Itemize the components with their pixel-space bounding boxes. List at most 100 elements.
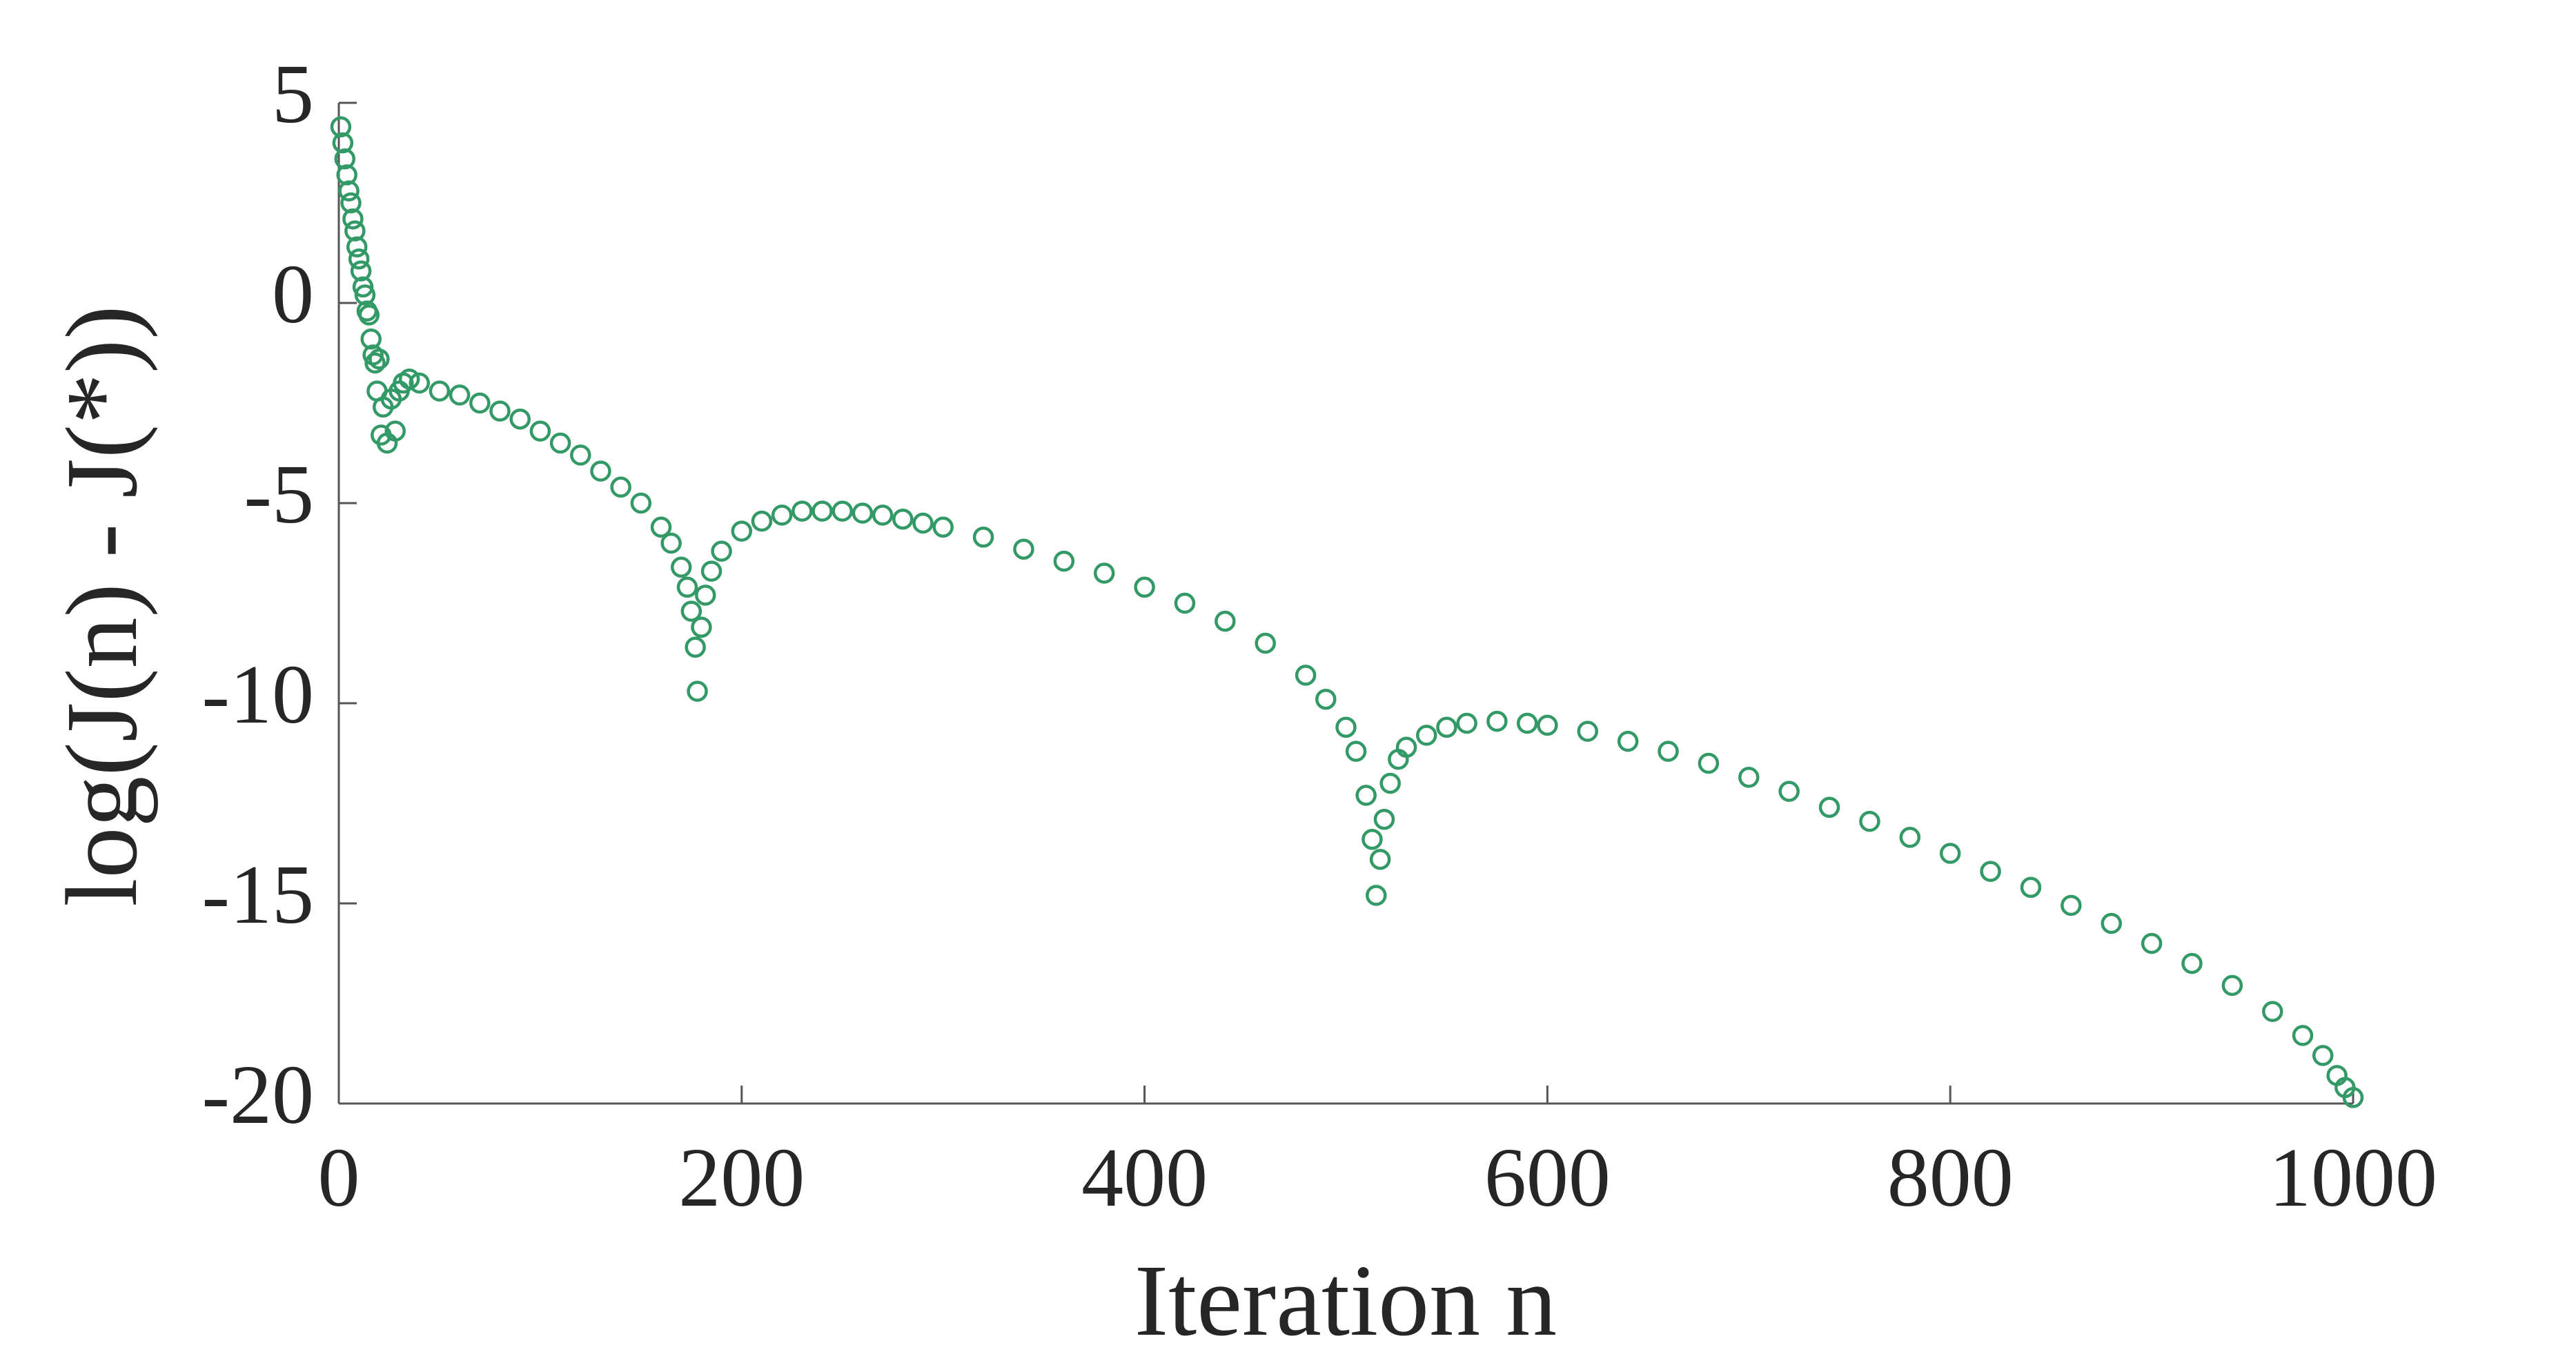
- point: [832, 500, 853, 522]
- point: [360, 328, 382, 350]
- point: [680, 600, 702, 622]
- point: [1939, 843, 1961, 864]
- point: [2141, 932, 2163, 954]
- point: [1366, 885, 1387, 906]
- point: [549, 432, 571, 454]
- x-axis-label: Iteration n: [1134, 1244, 1557, 1358]
- point: [2181, 952, 2203, 974]
- point: [650, 516, 672, 538]
- point: [570, 444, 591, 466]
- point: [731, 520, 753, 542]
- point: [1093, 562, 1115, 584]
- point: [350, 260, 372, 282]
- point: [1456, 712, 1477, 734]
- point: [687, 680, 708, 702]
- point: [1361, 828, 1383, 850]
- point: [1778, 781, 1800, 802]
- point: [1395, 736, 1417, 758]
- point: [1818, 796, 1840, 819]
- point: [346, 236, 368, 258]
- point: [342, 208, 364, 230]
- point: [354, 284, 376, 306]
- point: [358, 304, 380, 326]
- y-axis-label: log(J(n) - J(*)): [46, 305, 159, 906]
- point: [872, 504, 894, 526]
- point: [332, 132, 354, 154]
- point: [1373, 808, 1395, 830]
- x-tick-label: 600: [1484, 1131, 1611, 1224]
- point: [852, 502, 874, 524]
- point: [1516, 712, 1538, 734]
- y-tick-label: -20: [201, 1048, 314, 1141]
- point: [2342, 1087, 2364, 1108]
- point: [676, 576, 698, 598]
- point: [364, 352, 386, 374]
- point: [368, 348, 390, 370]
- point: [1899, 827, 1921, 848]
- point: [2061, 894, 2082, 917]
- point: [792, 500, 813, 522]
- point: [812, 500, 833, 522]
- x-tick-label: 800: [1887, 1131, 2014, 1224]
- point: [429, 380, 451, 402]
- point: [972, 527, 994, 548]
- point: [1617, 730, 1639, 752]
- point: [1215, 610, 1236, 632]
- point: [398, 368, 420, 390]
- y-tick-label: 0: [272, 248, 314, 341]
- point: [2020, 876, 2042, 899]
- point: [1658, 741, 1679, 762]
- point: [338, 180, 360, 202]
- point: [1537, 714, 1558, 736]
- y-tick-label: 5: [272, 48, 314, 141]
- point: [1369, 848, 1391, 870]
- point: [1335, 716, 1357, 738]
- point: [2221, 974, 2243, 997]
- point: [1379, 772, 1401, 794]
- point: [1174, 592, 1196, 614]
- point: [1698, 752, 1720, 774]
- point: [700, 560, 722, 582]
- point: [1315, 688, 1337, 710]
- point: [1134, 576, 1155, 598]
- point: [912, 512, 934, 534]
- point: [751, 510, 773, 532]
- point: [409, 372, 431, 394]
- point: [695, 585, 716, 606]
- point: [1577, 721, 1599, 742]
- y-tick-label: -15: [201, 848, 314, 941]
- point: [2261, 1001, 2283, 1022]
- point: [1738, 767, 1760, 788]
- point: [336, 164, 357, 186]
- point: [509, 408, 531, 430]
- point: [892, 508, 914, 530]
- point: [384, 420, 406, 442]
- point: [529, 420, 551, 442]
- point: [1345, 741, 1367, 762]
- point: [1416, 725, 1437, 746]
- point: [610, 476, 631, 498]
- point: [630, 492, 652, 514]
- x-tick-label: 0: [318, 1131, 360, 1224]
- point: [489, 400, 511, 422]
- point: [334, 148, 356, 170]
- point: [352, 276, 374, 298]
- x-tick-label: 400: [1081, 1131, 1208, 1224]
- point: [2101, 912, 2122, 934]
- point: [1255, 632, 1276, 654]
- point: [449, 384, 471, 406]
- point: [340, 192, 362, 214]
- point: [711, 540, 732, 562]
- point: [2292, 1025, 2314, 1046]
- point: [670, 556, 692, 578]
- point: [660, 532, 682, 554]
- point: [1980, 861, 2001, 882]
- point: [1295, 665, 1317, 686]
- point: [469, 392, 491, 414]
- point: [691, 616, 712, 638]
- x-tick-label: 1000: [2269, 1131, 2437, 1224]
- point: [1859, 810, 1880, 832]
- point: [1355, 785, 1377, 806]
- point: [348, 248, 370, 270]
- point: [2312, 1045, 2334, 1066]
